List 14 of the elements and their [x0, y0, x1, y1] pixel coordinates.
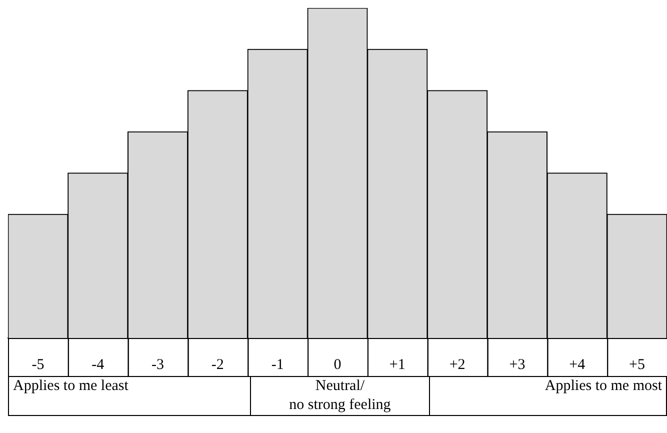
x-tick-label: -3 [152, 356, 164, 373]
text: Applies to me most [430, 377, 667, 415]
x-tick-label: +4 [569, 356, 586, 373]
x-tick-label: +3 [509, 356, 526, 373]
x-tick-label: +5 [629, 356, 646, 373]
x-tick-label: -5 [32, 356, 44, 373]
x-tick-label: -4 [92, 356, 105, 373]
x-tick-label: +1 [389, 356, 406, 373]
x-tick-label: -1 [271, 356, 284, 373]
x-tick-label: +2 [449, 356, 466, 373]
text: Applies to me least [9, 377, 251, 415]
x-tick-label: 0 [334, 356, 342, 373]
text: Neutral/ no strong feeling [250, 377, 430, 415]
x-tick-label: -2 [211, 356, 224, 373]
